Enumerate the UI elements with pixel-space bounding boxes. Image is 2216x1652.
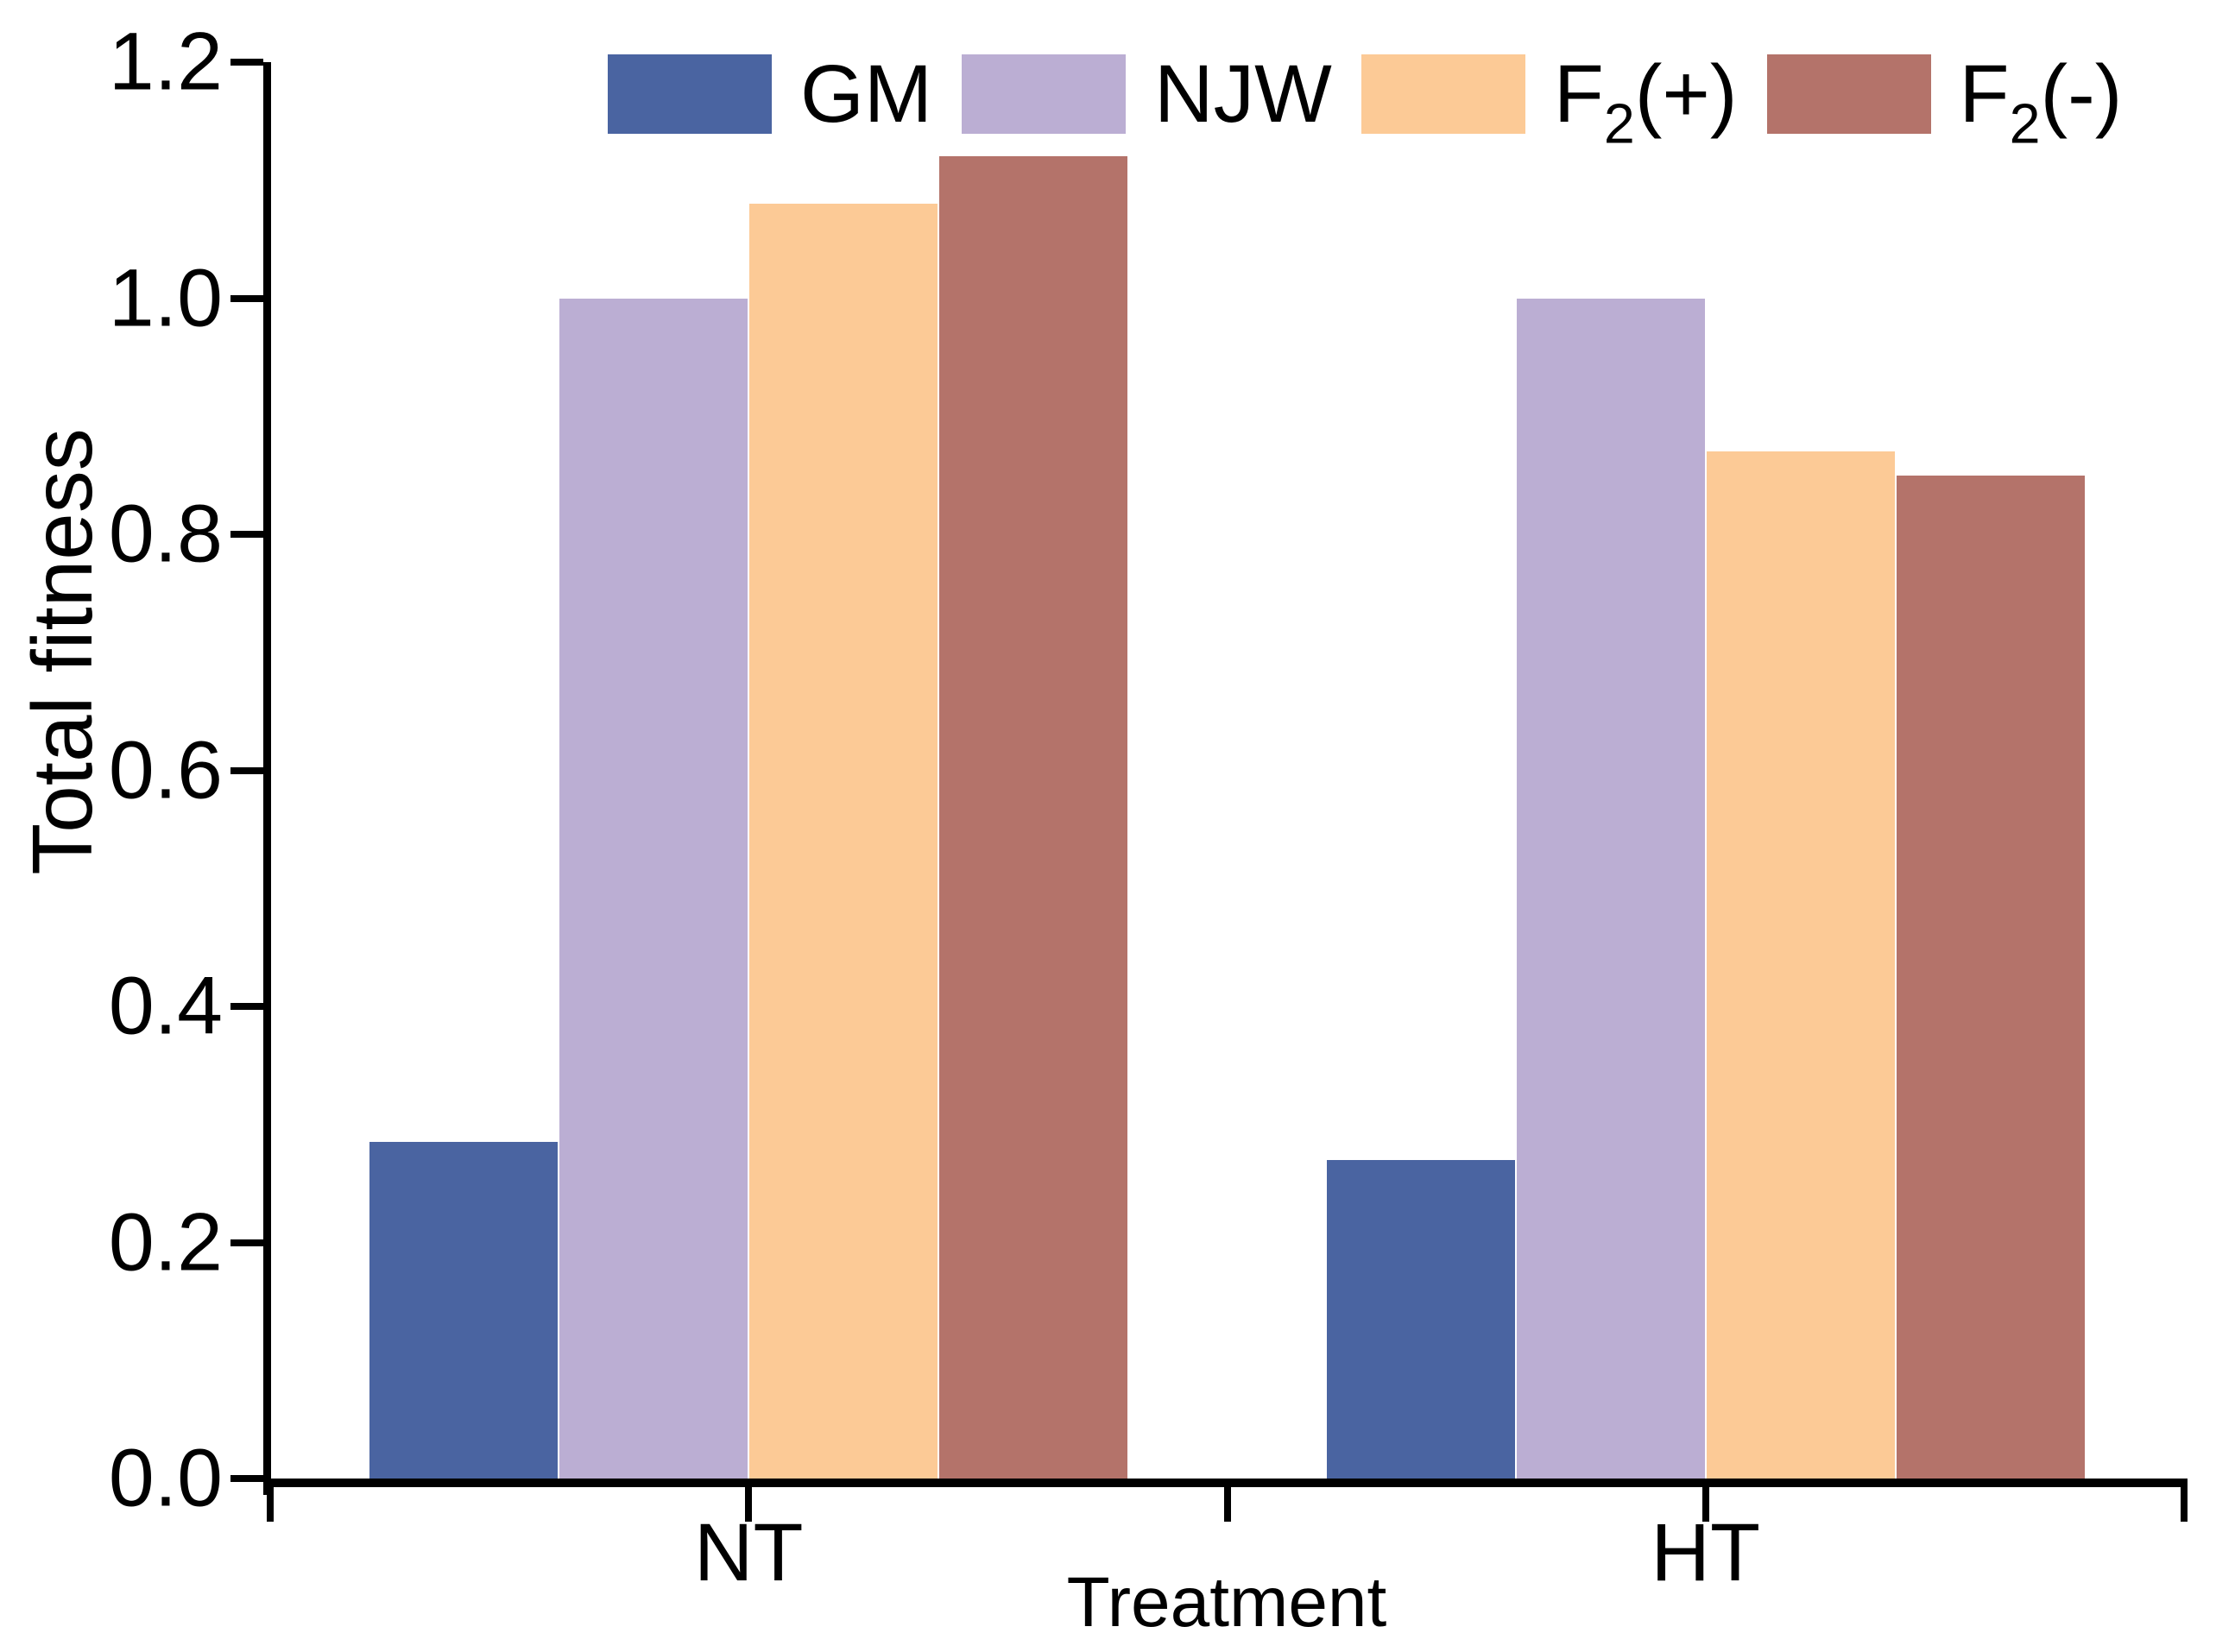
legend: GM NJW F2(+) F2(-) [608,47,2151,155]
bar-nt-f2(-) [939,156,1128,1479]
y-tick-label: 1.0 [108,252,223,344]
y-tick-label: 0.0 [108,1432,223,1524]
x-tick-mark [267,1479,274,1522]
x-axis-title: Treatment [1066,1563,1387,1642]
bar-ht-f2(-) [1896,475,2085,1479]
y-tick-label: 1.2 [108,16,223,108]
y-tick-label: 0.6 [108,724,223,816]
y-tick-label: 0.4 [108,960,223,1052]
x-tick-mark [1701,1479,1709,1522]
x-tick-mark [2181,1479,2188,1522]
legend-label-f2: F2(-) [1959,47,2123,155]
legend-swatch-f2 [1361,54,1525,134]
y-tick-mark [230,1475,263,1482]
y-tick-mark [230,59,263,66]
y-axis-spine [263,62,271,1495]
legend-swatch-gm [608,54,772,134]
x-category-label-nt: NT [693,1507,804,1598]
y-tick-mark [230,1003,263,1010]
bar-nt-f2(+) [749,204,938,1479]
legend-swatch-njw [962,54,1127,134]
x-tick-mark [1223,1479,1231,1522]
y-tick-label: 0.2 [108,1196,223,1288]
bar-ht-f2(+) [1706,451,1895,1479]
bar-ht-gm [1326,1159,1515,1479]
legend-label-f2: F2(+) [1553,47,1738,155]
y-tick-mark [230,531,263,538]
legend-swatch-f2 [1766,54,1931,134]
y-tick-mark [230,294,263,302]
y-tick-mark [230,766,263,774]
legend-label-gm: GM [800,47,933,140]
y-tick-label: 0.8 [108,488,223,580]
x-category-label-ht: HT [1651,1507,1761,1598]
y-tick-mark [230,1239,263,1246]
bar-nt-gm [369,1142,559,1479]
x-tick-mark [745,1479,753,1522]
bar-ht-njw [1516,298,1705,1479]
legend-label-njw: NJW [1154,47,1332,140]
bar-nt-njw [559,298,748,1479]
